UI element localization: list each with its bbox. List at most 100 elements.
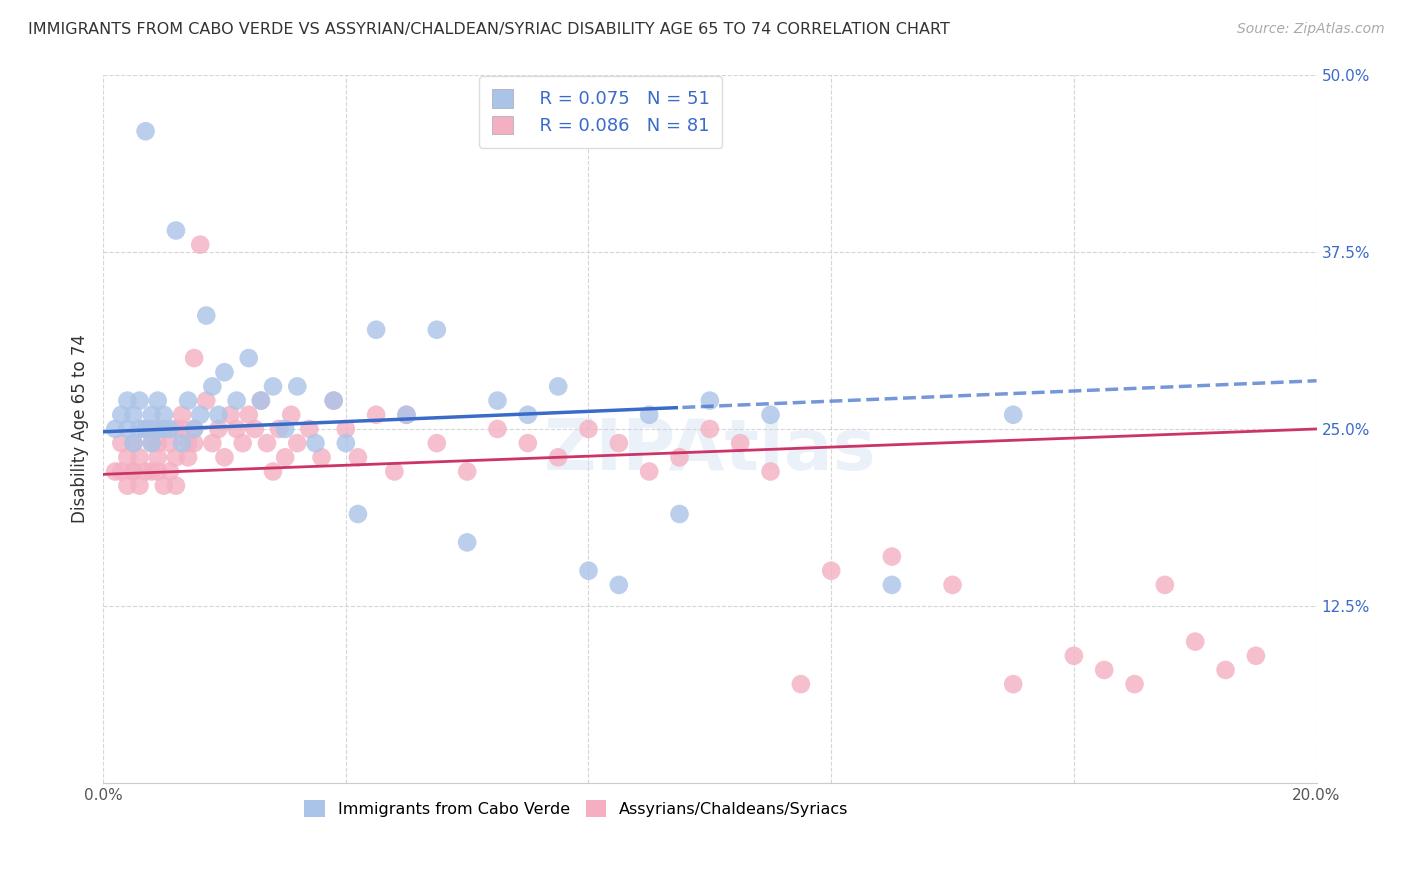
Point [135,422,157,436]
Point [256,436,278,450]
Point [177,393,200,408]
Point [941,578,963,592]
Point [280,408,302,422]
Point [759,408,782,422]
Point [165,450,187,465]
Point [456,535,478,549]
Point [117,478,139,492]
Point [1063,648,1085,663]
Point [607,578,630,592]
Point [141,436,163,450]
Point [153,422,176,436]
Point [699,393,721,408]
Point [165,478,187,492]
Point [146,393,169,408]
Point [759,465,782,479]
Point [225,422,247,436]
Point [578,564,600,578]
Point [110,408,132,422]
Point [135,124,157,138]
Point [335,436,357,450]
Point [117,393,139,408]
Point [117,450,139,465]
Point [638,465,661,479]
Point [1184,634,1206,648]
Point [159,422,181,436]
Point [146,436,169,450]
Point [285,379,308,393]
Point [820,564,842,578]
Point [274,422,297,436]
Point [183,422,205,436]
Point [214,450,236,465]
Point [607,436,630,450]
Point [146,422,169,436]
Point [195,393,218,408]
Y-axis label: Disability Age 65 to 74: Disability Age 65 to 74 [72,334,89,524]
Point [201,436,224,450]
Point [516,436,538,450]
Point [1092,663,1115,677]
Point [159,436,181,450]
Point [104,465,127,479]
Point [170,436,193,450]
Text: IMMIGRANTS FROM CABO VERDE VS ASSYRIAN/CHALDEAN/SYRIAC DISABILITY AGE 65 TO 74 C: IMMIGRANTS FROM CABO VERDE VS ASSYRIAN/C… [28,22,950,37]
Point [238,408,260,422]
Point [153,408,176,422]
Point [128,450,150,465]
Point [1244,648,1267,663]
Text: ZIPAtlas: ZIPAtlas [544,416,876,484]
Point [128,422,150,436]
Point [110,436,132,450]
Point [486,422,509,436]
Point [207,408,229,422]
Point [322,393,344,408]
Point [547,450,569,465]
Point [728,436,751,450]
Point [880,578,903,592]
Point [170,408,193,422]
Point [366,408,388,422]
Point [547,379,569,393]
Point [117,422,139,436]
Text: Source: ZipAtlas.com: Source: ZipAtlas.com [1237,22,1385,37]
Point [285,436,308,450]
Point [426,436,449,450]
Point [1002,677,1025,691]
Point [304,436,326,450]
Point [347,507,370,521]
Point [141,408,163,422]
Point [243,422,266,436]
Point [183,422,205,436]
Point [135,422,157,436]
Point [1215,663,1237,677]
Point [238,351,260,365]
Point [274,450,297,465]
Point [1154,578,1177,592]
Point [219,408,242,422]
Point [250,393,273,408]
Point [110,465,132,479]
Point [122,408,145,422]
Legend: Immigrants from Cabo Verde, Assyrians/Chaldeans/Syriacs: Immigrants from Cabo Verde, Assyrians/Ch… [297,792,856,825]
Point [456,465,478,479]
Point [382,465,405,479]
Point [141,465,163,479]
Point [1002,408,1025,422]
Point [183,436,205,450]
Point [699,422,721,436]
Point [207,422,229,436]
Point [195,309,218,323]
Point [486,393,509,408]
Point [146,465,169,479]
Point [141,436,163,450]
Point [128,393,150,408]
Point [516,408,538,422]
Point [153,422,176,436]
Point [395,408,418,422]
Point [177,450,200,465]
Point [880,549,903,564]
Point [366,323,388,337]
Point [165,422,187,436]
Point [668,450,690,465]
